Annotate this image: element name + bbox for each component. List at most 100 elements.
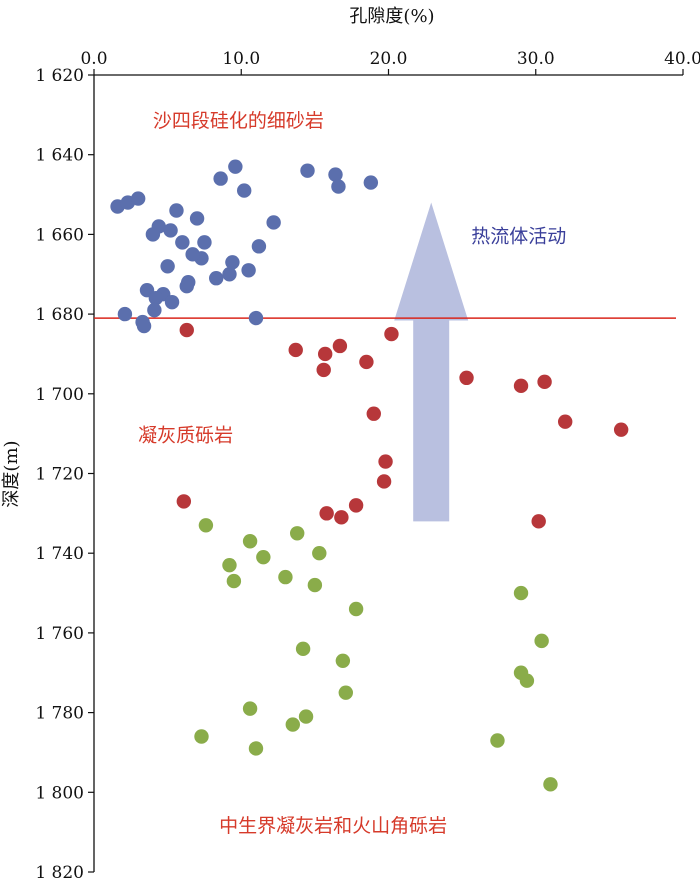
scatter-point (531, 514, 546, 529)
scatter-point (251, 239, 267, 254)
scatter-point (241, 263, 256, 278)
scatter-point (307, 577, 323, 593)
scatter-point (288, 342, 303, 358)
scatter-point (222, 557, 237, 573)
scatter-point (228, 159, 243, 174)
scatter-point (226, 573, 242, 589)
scatter-point (334, 510, 349, 525)
rock-type-annotation: 沙四段硅化的细砂岩 (153, 110, 324, 132)
y-tick-label: 1 680 (35, 305, 84, 325)
scatter-point (266, 215, 281, 230)
y-tick-label: 1 780 (35, 704, 84, 724)
scatter-point (558, 414, 573, 429)
scatter-point (290, 526, 305, 541)
scatter-point (248, 741, 264, 756)
y-tick-label: 1 800 (35, 783, 84, 803)
scatter-point (613, 422, 629, 437)
y-tick-label: 1 820 (35, 863, 84, 881)
scatter-point (534, 633, 549, 649)
scatter-point (197, 235, 212, 250)
scatter-point (136, 318, 152, 334)
scatter-point (194, 729, 209, 744)
x-axis-title: 孔隙度(%) (349, 6, 434, 27)
heat-flow-label: 热流体活动 (471, 225, 566, 247)
y-tick-label: 1 640 (35, 146, 84, 166)
heat-flow-arrow: 热流体活动 (394, 202, 566, 522)
scatter-point (278, 569, 293, 585)
axes: 0.0 10.0 20.0 30.0 40.0 1 620 1 640 1 660 1 680 1… (35, 49, 700, 881)
scatter-point (332, 338, 348, 354)
scatter-point (335, 653, 351, 668)
y-tick-label: 1 660 (35, 225, 84, 245)
data-points (110, 159, 629, 792)
scatter-point (163, 223, 178, 238)
scatter-point (209, 271, 224, 286)
x-tick-label: 10.0 (222, 49, 260, 69)
scatter-point (338, 685, 353, 700)
x-tick-label: 40.0 (664, 49, 700, 69)
y-axis-title: 深度(m) (1, 440, 22, 507)
scatter-point (316, 362, 331, 378)
scatter-point (348, 498, 364, 513)
scatter-point (513, 378, 529, 394)
y-tick-label: 1 760 (35, 624, 84, 644)
scatter-point (189, 211, 205, 226)
scatter-point (543, 777, 558, 792)
heat-flow-arrow-shape (394, 202, 469, 522)
y-tick-label: 1 720 (35, 465, 84, 485)
scatter-point (181, 275, 196, 290)
rock-type-annotation: 凝灰质砾岩 (138, 425, 233, 447)
scatter-point (175, 235, 190, 250)
scatter-point (519, 673, 535, 688)
scatter-point (236, 183, 252, 198)
scatter-point (130, 191, 146, 206)
scatter-point (459, 370, 474, 386)
scatter-point (319, 506, 334, 521)
scatter-point (248, 310, 264, 326)
scatter-point (160, 259, 175, 274)
scatter-point (317, 346, 333, 362)
scatter-point (384, 326, 399, 342)
scatter-point (213, 171, 228, 186)
scatter-point (513, 585, 529, 601)
y-tick-label: 1 620 (35, 66, 84, 86)
x-tick-label: 20.0 (370, 49, 408, 69)
scatter-point (164, 294, 180, 310)
scatter-point (376, 474, 392, 489)
scatter-point (348, 601, 364, 617)
scatter-point (198, 518, 214, 533)
scatter-point (176, 494, 192, 509)
scatter-point (225, 255, 240, 270)
scatter-point (363, 175, 379, 190)
scatter-point (331, 179, 346, 194)
scatter-point (148, 290, 164, 306)
scatter-point (537, 374, 552, 390)
y-tick-label: 1 740 (35, 544, 84, 564)
scatter-point (185, 247, 200, 262)
scatter-point (242, 701, 258, 716)
y-tick-label: 1 700 (35, 385, 84, 405)
scatter-point (242, 534, 258, 549)
scatter-point (366, 406, 381, 421)
scatter-point (298, 709, 314, 724)
scatter-point (117, 306, 133, 322)
scatter-point (179, 322, 194, 338)
scatter-point (378, 454, 393, 469)
scatter-point (145, 227, 161, 242)
scatter-point (169, 203, 184, 218)
scatter-point (285, 717, 300, 732)
x-tick-label: 0.0 (80, 49, 107, 69)
scatter-point (147, 302, 162, 318)
scatter-point (312, 546, 327, 561)
scatter-point (222, 267, 237, 282)
x-tick-label: 30.0 (517, 49, 555, 69)
scatter-point (295, 641, 311, 657)
scatter-point (359, 354, 374, 370)
rock-type-annotation: 中生界凝灰岩和火山角砾岩 (219, 815, 447, 837)
scatter-point (300, 163, 315, 178)
scatter-point (490, 733, 505, 748)
scatter-point (256, 549, 271, 565)
scatter-point (328, 167, 343, 182)
